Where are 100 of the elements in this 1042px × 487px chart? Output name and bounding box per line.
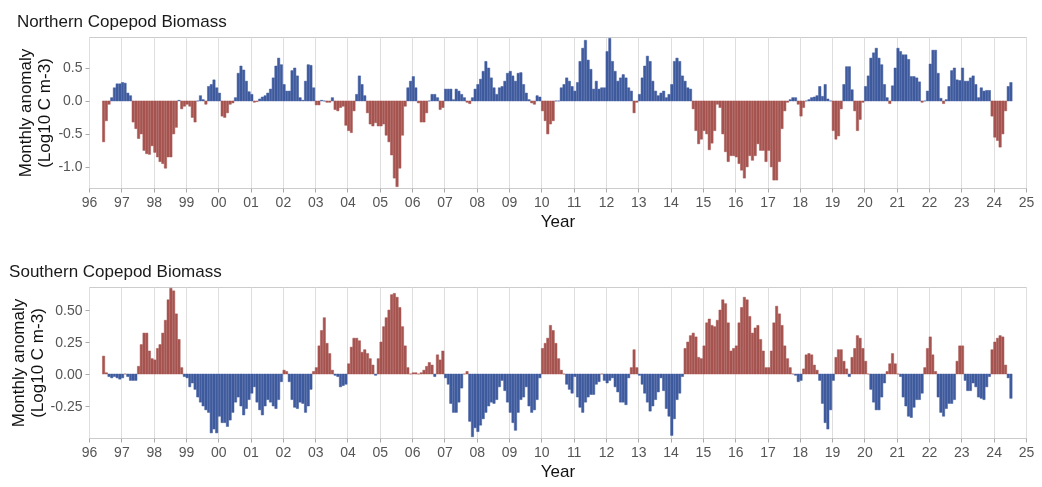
bar bbox=[952, 373, 956, 400]
bar bbox=[1001, 336, 1005, 375]
bar bbox=[430, 94, 434, 102]
bar bbox=[726, 100, 730, 162]
bar bbox=[891, 353, 894, 375]
bar bbox=[592, 373, 596, 395]
bar bbox=[250, 94, 254, 102]
bar bbox=[969, 373, 972, 391]
bar bbox=[118, 373, 122, 380]
bar bbox=[427, 362, 431, 375]
bar bbox=[121, 373, 125, 379]
bar bbox=[102, 100, 105, 143]
bar bbox=[333, 100, 337, 110]
bar bbox=[632, 100, 636, 114]
bar bbox=[322, 317, 326, 375]
x-tick-label: 23 bbox=[954, 193, 970, 210]
bar bbox=[775, 100, 779, 181]
bar bbox=[1009, 82, 1013, 102]
bar bbox=[837, 100, 840, 137]
bar bbox=[1009, 373, 1013, 399]
bar bbox=[129, 95, 132, 102]
x-tick-label: 00 bbox=[210, 193, 227, 210]
x-tick-label: 05 bbox=[372, 443, 389, 460]
bar bbox=[993, 341, 997, 375]
bar bbox=[419, 100, 423, 123]
bar bbox=[522, 373, 525, 398]
x-tick-label: 02 bbox=[275, 193, 292, 210]
bar bbox=[1006, 86, 1010, 102]
bar bbox=[799, 373, 803, 381]
bar bbox=[282, 369, 286, 375]
bar bbox=[495, 373, 499, 400]
y-tick-label: 0.50 bbox=[55, 301, 83, 318]
bar bbox=[317, 100, 321, 106]
bar bbox=[535, 95, 539, 102]
bar bbox=[422, 100, 426, 123]
bar bbox=[430, 364, 434, 375]
bar bbox=[551, 100, 555, 121]
bar bbox=[775, 305, 779, 375]
x-tick-label: 08 bbox=[469, 193, 486, 210]
bar bbox=[707, 100, 711, 151]
bar bbox=[538, 96, 542, 102]
x-tick-label: 24 bbox=[986, 193, 1003, 210]
bar bbox=[433, 373, 437, 377]
bar bbox=[473, 88, 477, 102]
bar bbox=[293, 67, 297, 102]
x-tick-label: 20 bbox=[857, 443, 873, 460]
x-tick-label: 99 bbox=[178, 193, 195, 210]
bar bbox=[659, 92, 663, 102]
x-tick-label: 25 bbox=[1018, 193, 1035, 210]
x-tick-label: 11 bbox=[566, 443, 582, 460]
bar bbox=[966, 373, 970, 391]
bar bbox=[958, 345, 962, 375]
x-tick-label: 10 bbox=[534, 443, 550, 460]
bar bbox=[662, 90, 666, 102]
bar bbox=[185, 100, 189, 105]
bar bbox=[694, 336, 698, 375]
bar bbox=[460, 94, 464, 102]
y-tick-label: 0.25 bbox=[55, 333, 83, 350]
x-tick-label: 00 bbox=[210, 443, 227, 460]
bar bbox=[581, 373, 585, 413]
x-tick-label: 20 bbox=[857, 193, 873, 210]
bar bbox=[441, 350, 445, 375]
x-tick-label: 96 bbox=[81, 443, 98, 460]
x-tick-label: 04 bbox=[340, 193, 356, 210]
bar bbox=[632, 349, 636, 375]
bar bbox=[180, 100, 184, 110]
bar bbox=[721, 299, 725, 375]
x-tick-label: 06 bbox=[404, 193, 421, 210]
x-tick-label: 07 bbox=[437, 443, 453, 460]
x-tick-label: 03 bbox=[307, 443, 324, 460]
bar bbox=[707, 318, 711, 375]
bar bbox=[169, 100, 173, 158]
x-tick-label: 99 bbox=[178, 443, 195, 460]
y-tick-label: -0.5 bbox=[58, 125, 83, 142]
bar bbox=[796, 373, 800, 382]
bar bbox=[998, 100, 1002, 148]
bar bbox=[961, 345, 964, 375]
bar bbox=[546, 100, 550, 135]
bar bbox=[511, 75, 515, 102]
bar bbox=[847, 373, 851, 377]
bar bbox=[570, 373, 574, 394]
x-tick-label: 15 bbox=[695, 193, 712, 210]
x-tick-label: 98 bbox=[146, 443, 163, 460]
bar bbox=[982, 373, 986, 400]
bar bbox=[344, 373, 348, 385]
bar bbox=[314, 100, 318, 106]
x-tick-label: 14 bbox=[663, 193, 680, 210]
x-tick-label: 08 bbox=[469, 443, 486, 460]
bar bbox=[193, 100, 197, 123]
x-tick-label: 05 bbox=[372, 193, 389, 210]
bar bbox=[950, 373, 954, 404]
bar bbox=[896, 47, 900, 102]
bar bbox=[309, 65, 313, 102]
bar bbox=[438, 100, 442, 110]
bar bbox=[689, 88, 692, 102]
bar bbox=[172, 290, 176, 375]
x-tick-label: 19 bbox=[824, 193, 841, 210]
bar bbox=[699, 100, 703, 140]
bar bbox=[597, 373, 601, 382]
bar bbox=[145, 332, 149, 375]
